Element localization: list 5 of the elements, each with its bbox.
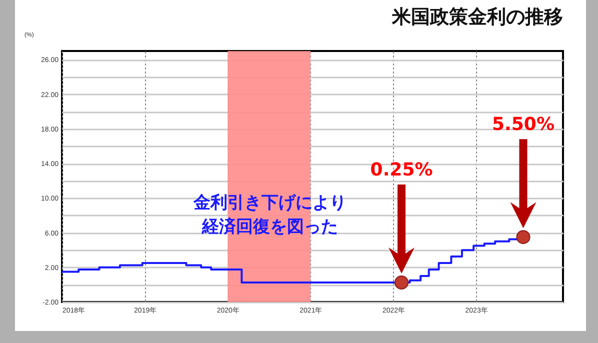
chart-title: 米国政策金利の推移 [391,6,563,28]
annotation: 5.50% [492,114,554,136]
annotation: 経済回復を図った [201,217,338,237]
annotation: 0.25% [370,160,433,181]
annotation: 金利引き下げにより [192,193,346,213]
